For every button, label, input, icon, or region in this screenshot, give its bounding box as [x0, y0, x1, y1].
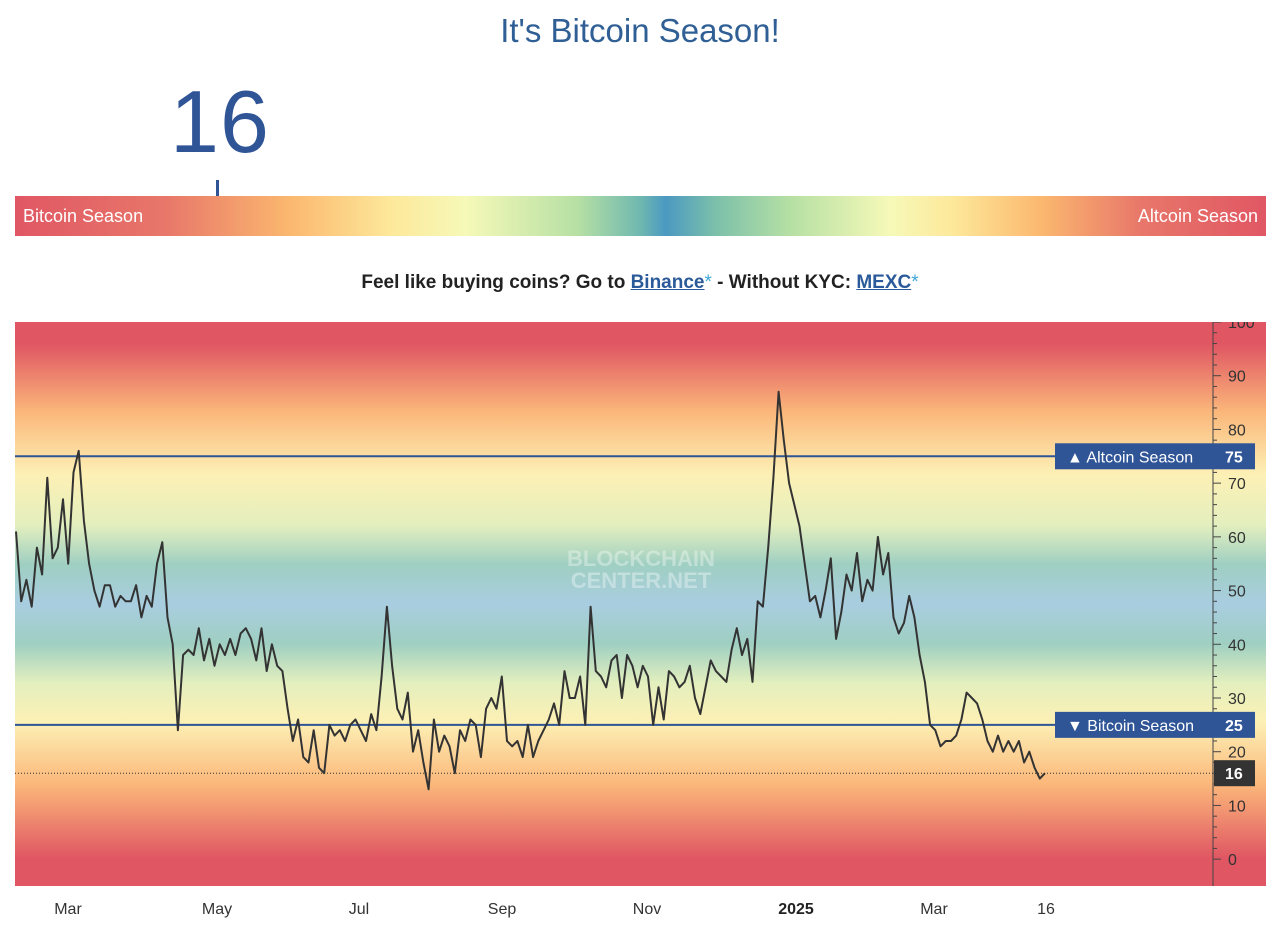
y-tick-label: 0: [1228, 852, 1237, 869]
threshold-badge: ▼ Bitcoin Season 25: [1055, 711, 1255, 738]
threshold-badge-value: 25: [1225, 718, 1243, 735]
x-tick-label: 2025: [778, 901, 814, 918]
y-tick-label: 100: [1228, 322, 1255, 332]
y-tick-label: 50: [1228, 584, 1246, 601]
binance-link[interactable]: Binance: [630, 272, 705, 293]
watermark-text: CENTER.NET: [571, 568, 712, 593]
y-tick-label: 30: [1228, 691, 1246, 708]
y-tick-label: 20: [1228, 745, 1246, 762]
y-tick-label: 10: [1228, 798, 1246, 815]
chart-background: [15, 322, 1266, 886]
y-tick-label: 90: [1228, 369, 1246, 386]
binance-star: *: [704, 272, 712, 293]
page-title: It's Bitcoin Season!: [500, 12, 780, 49]
promo-middle: - Without KYC:: [711, 272, 857, 293]
y-tick-label: 70: [1228, 476, 1246, 493]
index-value: 16: [170, 72, 270, 171]
threshold-badge-box: [1055, 711, 1255, 738]
promo-text: Feel like buying coins? Go to Binance* -…: [0, 272, 1280, 294]
threshold-badge: ▲ Altcoin Season 75: [1055, 443, 1255, 470]
threshold-badge-label: ▼ Bitcoin Season: [1067, 718, 1194, 735]
watermark-text: BLOCKCHAIN: [567, 546, 715, 571]
y-tick-label: 80: [1228, 422, 1246, 439]
current-value-badge: 16: [1214, 760, 1255, 787]
index-series-line: [15, 390, 1046, 791]
x-tick-label: 16: [1037, 901, 1055, 918]
current-value-badge-box: [1214, 760, 1255, 787]
current-value-badge-label: 16: [1225, 766, 1243, 783]
mexc-star: *: [911, 272, 919, 293]
x-tick-label: Mar: [920, 901, 948, 918]
x-tick-label: Sep: [488, 901, 517, 918]
gauge-label-altcoin-season: Altcoin Season: [1137, 206, 1258, 226]
threshold-badge-value: 75: [1225, 449, 1243, 466]
y-tick-label: 40: [1228, 637, 1246, 654]
threshold-badge-box: [1055, 443, 1255, 470]
promo-prefix: Feel like buying coins? Go to: [361, 272, 631, 293]
season-gauge: Bitcoin Season Altcoin Season: [15, 196, 1266, 236]
x-tick-label: Mar: [54, 901, 82, 918]
x-tick-label: May: [202, 901, 232, 918]
mexc-link[interactable]: MEXC: [856, 272, 912, 293]
x-tick-label: Jul: [349, 901, 369, 918]
threshold-badge-label: ▲ Altcoin Season: [1067, 449, 1193, 466]
gauge-label-bitcoin-season: Bitcoin Season: [23, 206, 144, 226]
y-tick-label: 60: [1228, 530, 1246, 547]
x-tick-label: Nov: [633, 901, 661, 918]
